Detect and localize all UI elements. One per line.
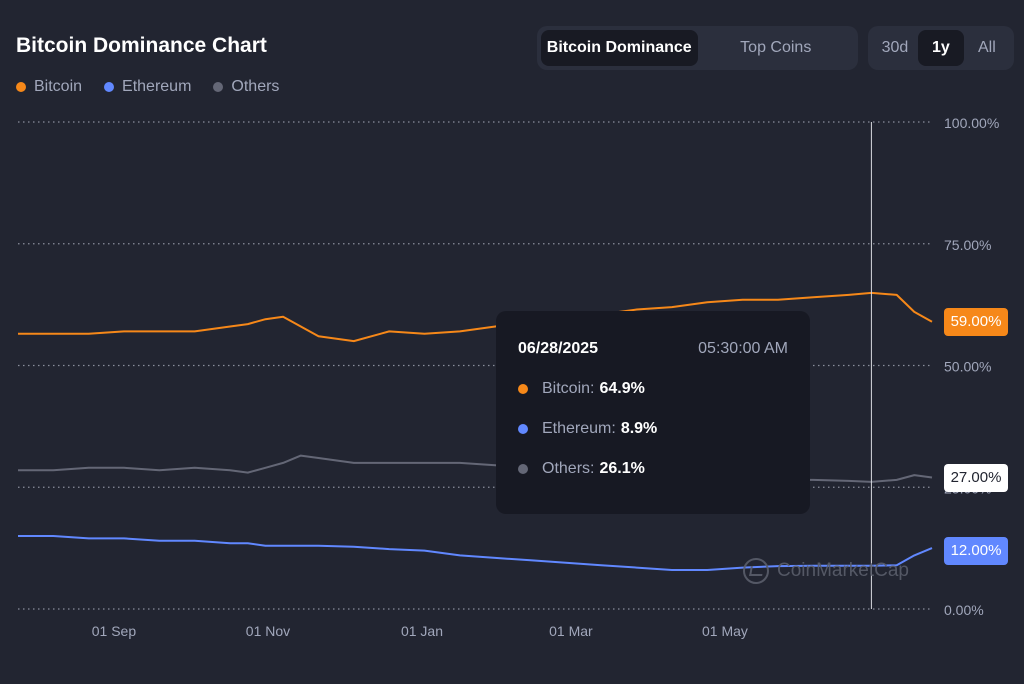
range-all-button[interactable]: All <box>977 39 996 56</box>
chart-legend: Bitcoin Ethereum Others <box>16 78 279 96</box>
tooltip-date: 06/28/2025 <box>518 340 599 357</box>
x-tick-label: 01 Nov <box>246 623 290 639</box>
tooltip-label: Bitcoin: <box>542 380 595 397</box>
series-line-ethereum <box>18 535 933 571</box>
x-tick-label: 01 Jan <box>401 623 443 639</box>
legend-label: Bitcoin <box>34 78 83 95</box>
tooltip-dot <box>518 384 528 394</box>
current-value-badge: 12.00% <box>944 536 1008 565</box>
y-tick-label: 0.00% <box>944 602 984 618</box>
tooltip-header: 06/28/2025 05:30:00 AM <box>518 340 788 358</box>
y-tick-label: 75.00% <box>944 237 991 253</box>
y-tick-label: 50.00% <box>944 359 991 375</box>
legend-label: Ethereum <box>122 78 192 95</box>
range-30d-button[interactable]: 30d <box>881 39 909 56</box>
tab-top-coins[interactable]: Top Coins <box>740 39 812 56</box>
legend-label: Others <box>231 78 280 95</box>
watermark: CoinMarketCap <box>743 558 909 584</box>
tooltip-time: 05:30:00 AM <box>698 340 788 357</box>
legend-dot <box>16 82 26 92</box>
series-line-bitcoin <box>18 291 933 343</box>
tooltip-label: Others: <box>542 460 595 477</box>
current-value-badge: 59.00% <box>944 307 1008 336</box>
legend-item-ethereum[interactable]: Ethereum <box>104 78 191 96</box>
y-tick-label: 100.00% <box>944 115 999 131</box>
coinmarketcap-logo-icon <box>743 558 769 584</box>
tooltip-value: 26.1% <box>599 460 645 477</box>
tab-bitcoin-dominance[interactable]: Bitcoin Dominance <box>541 30 698 66</box>
x-tick-label: 01 Mar <box>549 623 593 639</box>
current-value-badge: 27.00% <box>944 463 1008 492</box>
tooltip-row-ethereum: Ethereum: 8.9% <box>518 420 788 438</box>
tooltip-value: 64.9% <box>599 380 645 397</box>
series-line-others <box>18 454 933 483</box>
tooltip-label: Ethereum: <box>542 420 616 437</box>
view-toggle: Bitcoin Dominance Top Coins <box>537 26 858 70</box>
tooltip-value: 8.9% <box>620 420 658 437</box>
tooltip-row-others: Others: 26.1% <box>518 460 788 478</box>
watermark-text: CoinMarketCap <box>777 560 909 581</box>
legend-item-bitcoin[interactable]: Bitcoin <box>16 78 82 96</box>
x-tick-label: 01 May <box>702 623 748 639</box>
x-tick-label: 01 Sep <box>92 623 137 639</box>
legend-dot <box>213 82 224 92</box>
range-toggle: 30d 1y All <box>868 26 1014 70</box>
legend-dot <box>104 82 115 92</box>
range-1y-button[interactable]: 1y <box>917 30 964 66</box>
tooltip-row-bitcoin: Bitcoin: 64.9% <box>518 380 788 398</box>
page-title: Bitcoin Dominance Chart <box>16 34 267 57</box>
tooltip-dot <box>518 464 528 474</box>
legend-item-others[interactable]: Others <box>213 78 279 96</box>
tooltip-dot <box>518 424 528 434</box>
chart-tooltip: 06/28/2025 05:30:00 AM Bitcoin: 64.9% Et… <box>496 311 810 514</box>
